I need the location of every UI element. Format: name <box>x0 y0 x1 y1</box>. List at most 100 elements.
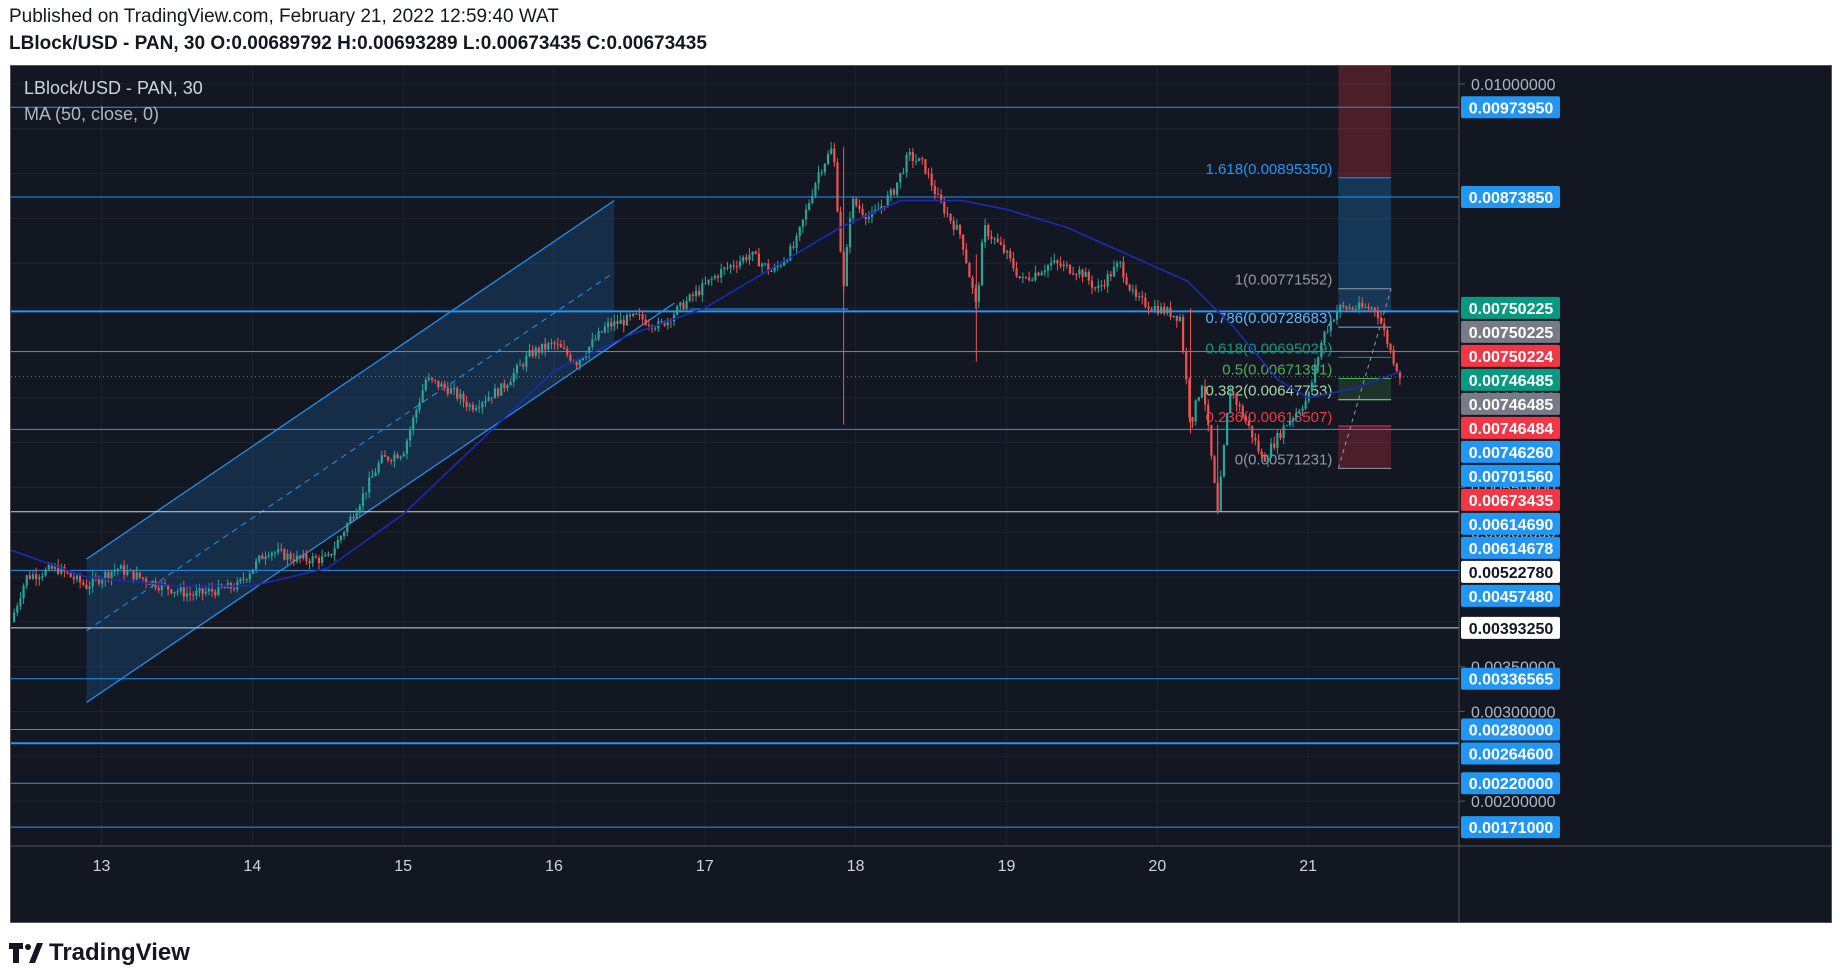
candle-body <box>1345 306 1348 309</box>
price-label: 0.00750225 <box>1469 325 1554 342</box>
price-label-box <box>1461 488 1560 511</box>
candle-body <box>487 397 490 401</box>
candle-body <box>1024 276 1028 278</box>
price-label: 0.00873850 <box>1469 190 1554 207</box>
candle-body <box>1194 400 1197 422</box>
candle-body <box>72 577 75 580</box>
candle-body <box>622 319 625 326</box>
candle-body <box>368 477 371 493</box>
price-label-box <box>1461 772 1560 795</box>
candle-body <box>1197 397 1200 401</box>
candle-body <box>1376 310 1380 318</box>
candle-body <box>1131 289 1134 291</box>
candle-body <box>97 577 101 584</box>
candle-body <box>1018 276 1021 279</box>
candle-body <box>85 584 88 589</box>
grid <box>11 66 1459 846</box>
candle-body <box>1213 456 1216 483</box>
candles <box>13 141 1402 623</box>
candle-body <box>50 565 53 569</box>
candle-body <box>896 182 899 195</box>
candle-body <box>647 324 650 326</box>
candle-body <box>415 410 418 418</box>
candle-body <box>1141 296 1144 298</box>
candle-body <box>211 588 214 592</box>
price-label: 0.00750224 <box>1469 349 1554 366</box>
candle-body <box>713 275 716 279</box>
chart-panel[interactable]: 1.618(0.00895350) 1(0.00771552) 0.786(0.00… <box>10 65 1832 923</box>
price-label: 0.00973950 <box>1469 100 1554 117</box>
candle-body <box>597 331 600 340</box>
candle-body <box>924 159 927 174</box>
candle-body <box>801 219 804 227</box>
candle-body <box>1200 385 1204 398</box>
candle-body <box>1317 357 1320 366</box>
candle-body <box>390 460 393 462</box>
candle-body <box>339 535 343 540</box>
candle-body <box>1298 411 1301 413</box>
candle-body <box>255 560 258 570</box>
price-label: 0.00457480 <box>1469 589 1554 606</box>
candle-body <box>540 343 544 353</box>
candle-body <box>1128 284 1131 291</box>
candle-body <box>578 359 581 366</box>
candle-body <box>449 388 453 394</box>
fib-label: 1.618(0.00895350) <box>1206 161 1333 178</box>
candle-body <box>1320 342 1323 358</box>
candle-body <box>726 267 729 269</box>
fib-band <box>1338 378 1392 400</box>
candle-body <box>600 331 603 333</box>
candle-body <box>635 313 638 315</box>
candle-body <box>1313 365 1317 383</box>
candle-body <box>795 236 798 248</box>
price-label-box <box>1461 320 1560 343</box>
candle-body <box>556 343 559 345</box>
candle-body <box>267 555 270 557</box>
candle-body <box>987 225 990 237</box>
candle-body <box>427 378 431 380</box>
candle-body <box>1056 260 1059 264</box>
candle-body <box>575 362 578 366</box>
candle-body <box>44 569 47 576</box>
candle-body <box>352 517 355 519</box>
price-label-box <box>1461 718 1560 741</box>
candle-body <box>676 306 679 315</box>
candle-body <box>955 225 958 230</box>
candle-body <box>1323 331 1326 343</box>
candle-body <box>1247 421 1251 426</box>
candle-body <box>280 549 283 551</box>
candle-body <box>1235 395 1238 405</box>
candle-body <box>1273 443 1276 448</box>
candle-body <box>1006 251 1009 253</box>
candle-body <box>968 263 971 278</box>
candle-body <box>132 569 135 580</box>
candle-body <box>861 208 864 215</box>
candle-body <box>456 388 459 399</box>
candle-body <box>305 554 308 561</box>
candle-body <box>41 575 44 578</box>
candle-body <box>66 571 69 574</box>
candle-body <box>798 226 801 237</box>
y-tick-label: 0.01000000 <box>1471 77 1556 94</box>
candle-body <box>892 189 896 195</box>
candle-body <box>732 265 735 267</box>
candle-body <box>1072 273 1075 275</box>
candle-body <box>1138 296 1141 298</box>
candle-body <box>1185 351 1188 380</box>
price-chart[interactable]: 1.618(0.00895350) 1(0.00771552) 0.786(0.00… <box>11 66 1831 922</box>
candle-body <box>1348 307 1351 309</box>
candle-body <box>839 211 842 252</box>
candle-body <box>525 356 528 367</box>
candle-body <box>594 339 597 341</box>
candle-body <box>1398 370 1402 379</box>
candle-body <box>823 163 826 173</box>
candle-body <box>116 568 119 570</box>
candle-body <box>1037 272 1040 276</box>
candle-body <box>1389 344 1392 350</box>
candle-body <box>1050 262 1053 266</box>
fib-trend-line <box>1337 288 1392 469</box>
legend-indicator[interactable]: MA (50, close, 0) <box>24 104 160 124</box>
candle-body <box>1288 420 1292 426</box>
candle-body <box>283 549 286 560</box>
candle-body <box>53 565 57 569</box>
